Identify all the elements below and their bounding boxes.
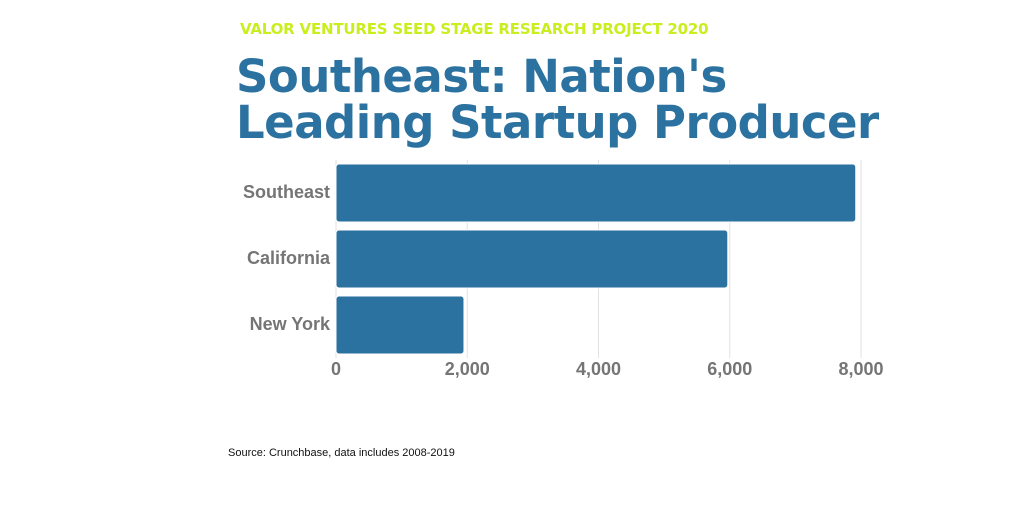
x-tick-label: 6,000 <box>707 359 752 379</box>
chart-title: Southeast: Nation's Leading Startup Prod… <box>236 50 879 149</box>
y-tick-label: Southeast <box>243 182 330 202</box>
y-tick-label: New York <box>250 314 331 334</box>
bar <box>335 163 857 223</box>
y-tick-label: California <box>247 248 331 268</box>
bar <box>335 229 729 289</box>
x-tick-label: 8,000 <box>838 359 883 379</box>
x-tick-label: 0 <box>331 359 341 379</box>
x-tick-label: 4,000 <box>576 359 621 379</box>
source-note: Source: Crunchbase, data includes 2008-2… <box>228 447 455 459</box>
bar <box>335 295 465 355</box>
subtitle: VALOR VENTURES SEED STAGE RESEARCH PROJE… <box>240 20 709 38</box>
x-tick-label: 2,000 <box>445 359 490 379</box>
